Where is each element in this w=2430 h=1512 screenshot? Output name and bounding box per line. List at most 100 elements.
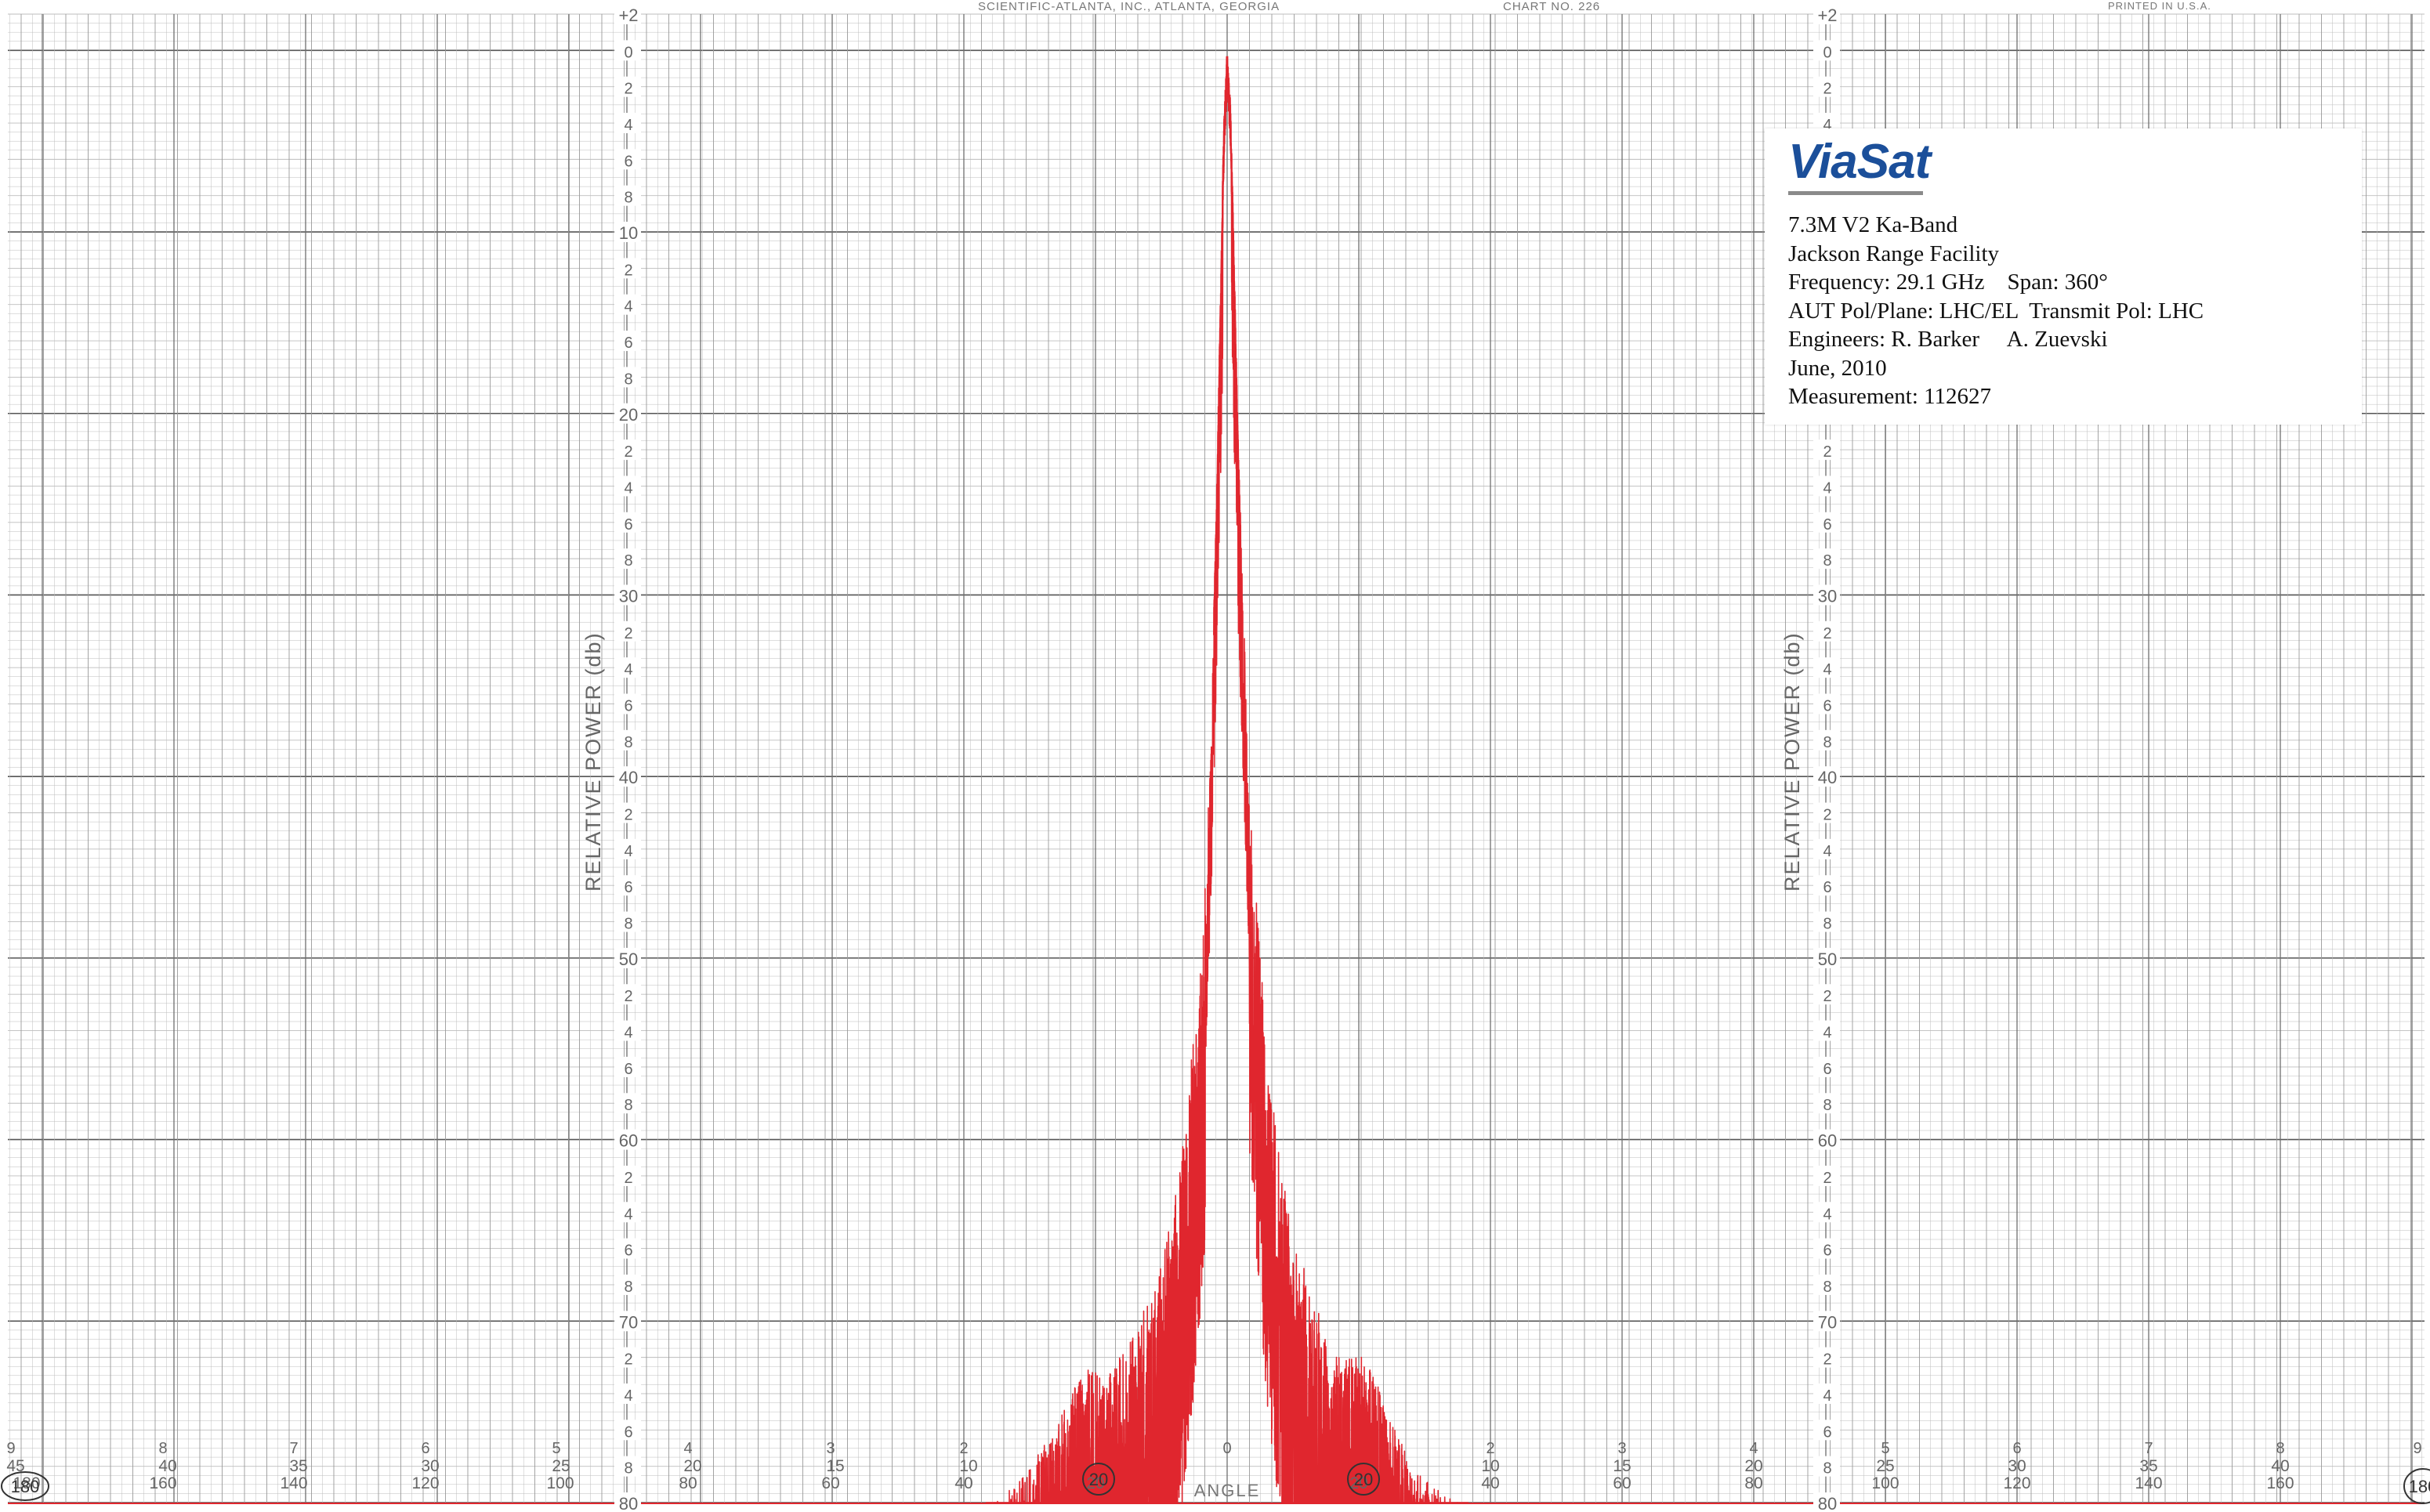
y-tick-label-left: 6 xyxy=(624,516,632,534)
y-tick-label-right: 8 xyxy=(1823,734,1831,751)
y-tick-label-right: 8 xyxy=(1823,1097,1831,1114)
y-tick-bg xyxy=(1813,512,1840,533)
y-tick-bg xyxy=(614,222,641,243)
y-tick-bg xyxy=(614,548,641,570)
x-tick-label: 40 xyxy=(1481,1474,1499,1492)
y-tick-label-right: 40 xyxy=(1818,768,1837,787)
y-tick-bg xyxy=(614,113,641,134)
y-tick-label-right: 2 xyxy=(1823,807,1831,824)
y-tick-bg xyxy=(1813,911,1840,932)
y-tick-bg xyxy=(1813,766,1840,787)
y-tick-bg xyxy=(1813,875,1840,896)
y-tick-bg xyxy=(614,476,641,497)
x-tick-label: 6 xyxy=(421,1440,429,1457)
y-tick-bg xyxy=(1813,1129,1840,1150)
y-tick-label-right: 8 xyxy=(1823,1279,1831,1296)
y-tick-label-right: 8 xyxy=(1823,916,1831,933)
chart-number: CHART NO. 226 xyxy=(1503,0,1601,13)
y-tick-label-left: 4 xyxy=(624,117,632,134)
y-tick-bg xyxy=(614,149,641,170)
y-tick-label-right: 4 xyxy=(1823,843,1831,860)
x-tick-label: 3 xyxy=(1617,1440,1626,1457)
x-tick-label: 180 xyxy=(13,1474,40,1492)
y-tick-label-right: 4 xyxy=(1823,1387,1831,1405)
y-tick-label-left: 4 xyxy=(624,298,632,316)
circled-annotation xyxy=(1,1471,49,1501)
y-tick-label-left: 6 xyxy=(624,879,632,896)
y-tick-bg xyxy=(1813,693,1840,714)
y-tick-label-left: 6 xyxy=(624,153,632,170)
y-tick-label-left: 2 xyxy=(624,1351,632,1369)
y-tick-bg xyxy=(1813,1202,1840,1223)
y-tick-bg xyxy=(614,367,641,388)
y-tick-label-right: 2 xyxy=(1823,625,1831,642)
y-tick-bg xyxy=(614,294,641,315)
y-tick-bg xyxy=(1813,439,1840,461)
y-tick-bg xyxy=(1813,584,1840,606)
y-tick-bg xyxy=(614,331,641,352)
x-tick-label: 80 xyxy=(679,1474,697,1492)
y-tick-label-right: 8 xyxy=(1823,552,1831,570)
y-tick-bg xyxy=(1813,984,1840,1005)
annotation-text: 180 xyxy=(2409,1477,2430,1496)
y-tick-bg xyxy=(614,1056,641,1077)
y-tick-label-left: 30 xyxy=(619,586,638,606)
y-tick-label-right: 2 xyxy=(1823,443,1831,461)
annotation-text: 20 xyxy=(1354,1470,1373,1489)
y-tick-bg xyxy=(614,185,641,206)
y-tick-bg xyxy=(614,1093,641,1114)
y-tick-bg xyxy=(1813,657,1840,678)
y-tick-bg xyxy=(614,947,641,968)
y-tick-bg xyxy=(614,1238,641,1259)
x-tick-label: 20 xyxy=(1349,1474,1367,1492)
y-tick-label-left: 8 xyxy=(624,371,632,388)
y-tick-bg xyxy=(1813,548,1840,570)
x-tick-label: 80 xyxy=(1744,1474,1762,1492)
y-tick-label-left: 4 xyxy=(624,1387,632,1405)
y-tick-bg xyxy=(1813,40,1840,61)
y-tick-bg xyxy=(614,584,641,606)
y-tick-label-left: 8 xyxy=(624,1097,632,1114)
annotation-text: 180 xyxy=(11,1477,40,1496)
y-tick-label-right: 4 xyxy=(1823,1025,1831,1042)
y-tick-label-left: 2 xyxy=(624,988,632,1005)
y-tick-bg xyxy=(614,875,641,896)
x-tick-label: 60 xyxy=(821,1474,839,1492)
y-tick-label-left: 6 xyxy=(624,1423,632,1441)
y-tick-bg xyxy=(1813,1383,1840,1404)
y-tick-bg xyxy=(614,838,641,859)
y-tick-bg xyxy=(614,403,641,424)
logo-underline xyxy=(1788,191,1923,195)
x-tick-label: 140 xyxy=(280,1474,307,1492)
x-tick-label: 25 xyxy=(1876,1457,1894,1475)
y-tick-label-right: +2 xyxy=(1817,5,1837,25)
x-tick-label: 8 xyxy=(158,1440,167,1457)
x-tick-label: 5 xyxy=(552,1440,560,1457)
x-tick-label: 4 xyxy=(1749,1440,1758,1457)
y-tick-label-left: 8 xyxy=(624,916,632,933)
main-beam-trace xyxy=(1213,56,1241,635)
y-tick-label-left: 6 xyxy=(624,1243,632,1260)
x-tick-label: 100 xyxy=(1871,1474,1899,1492)
circled-annotation xyxy=(1347,1463,1380,1496)
y-tick-label-left: 70 xyxy=(619,1312,638,1332)
y-tick-label-left: 2 xyxy=(624,443,632,461)
y-tick-bg xyxy=(1813,1165,1840,1186)
range-facility: Jackson Range Facility xyxy=(1788,241,2000,266)
x-tick-label: 0 xyxy=(1222,1440,1231,1457)
y-tick-label-right: 4 xyxy=(1823,1206,1831,1223)
x-tick-label: 20 xyxy=(1744,1457,1762,1475)
x-tick-label: 6 xyxy=(2012,1440,2021,1457)
y-tick-label-left: 80 xyxy=(619,1494,638,1512)
y-tick-bg xyxy=(1813,1456,1840,1477)
y-tick-bg xyxy=(1813,1093,1840,1114)
x-tick-label: 120 xyxy=(2003,1474,2030,1492)
y-tick-label-right: 6 xyxy=(1823,516,1831,534)
y-tick-bg xyxy=(614,620,641,642)
x-tick-label: 30 xyxy=(421,1457,439,1475)
y-tick-label-left: 2 xyxy=(624,262,632,279)
measurement-info-card: ViaSat 7.3M V2 Ka-Band Jackson Range Fac… xyxy=(1765,128,2362,425)
y-tick-label-right: 2 xyxy=(1823,988,1831,1005)
y-tick-label-right: 0 xyxy=(1823,44,1831,61)
x-tick-label: 40 xyxy=(2271,1457,2289,1475)
